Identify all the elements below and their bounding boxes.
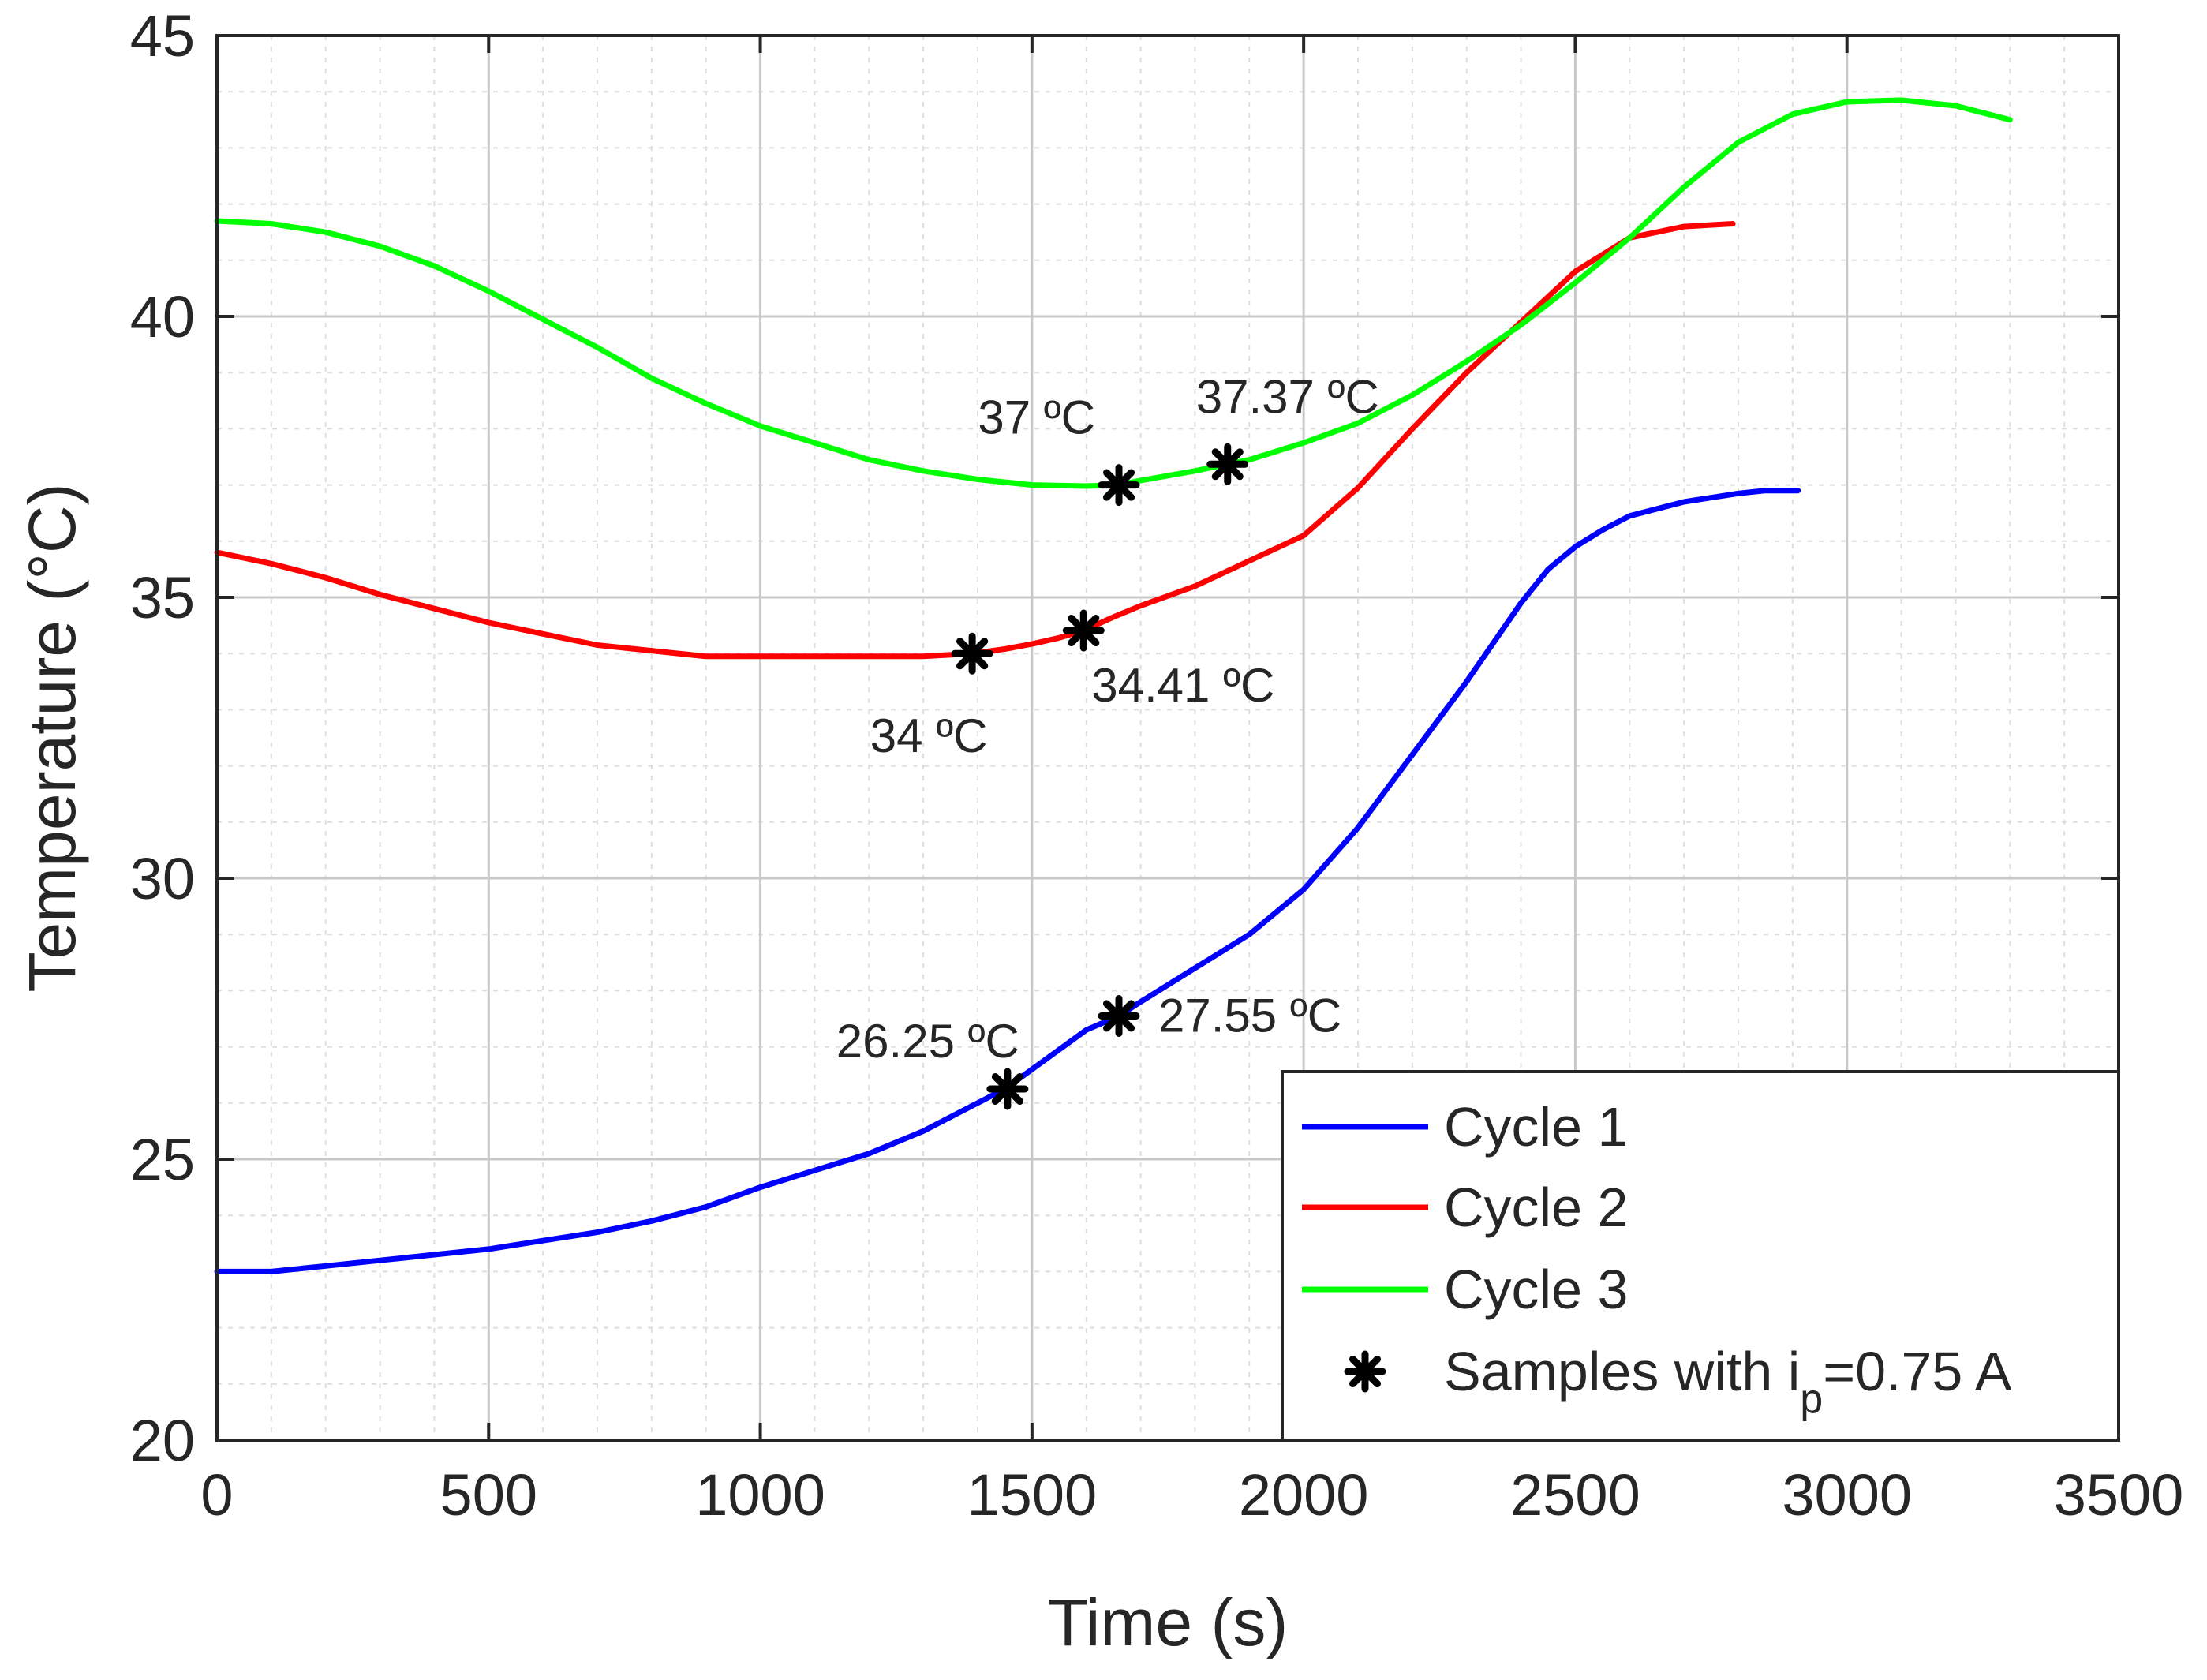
x-tick-label: 3500 <box>2054 1462 2184 1528</box>
legend-label-cycle-3: Cycle 3 <box>1444 1259 1628 1320</box>
legend-label-cycle-2: Cycle 2 <box>1444 1177 1628 1238</box>
y-tick-label: 25 <box>130 1127 195 1192</box>
legend-box <box>1281 1070 2120 1442</box>
sample-annotation: 26.25 ºC <box>836 1015 1019 1068</box>
x-tick-label: 3000 <box>1782 1462 1912 1528</box>
y-tick-label: 45 <box>130 3 195 69</box>
axes-box <box>215 34 2120 1442</box>
x-axis-label: Time (s) <box>1048 1585 1289 1659</box>
x-tick-label: 1500 <box>967 1462 1098 1528</box>
x-tick-label: 500 <box>440 1462 537 1528</box>
sample-annotation: 34 ºC <box>870 709 988 762</box>
x-tick-label: 0 <box>200 1462 233 1528</box>
sample-marker <box>986 1068 1029 1110</box>
y-tick-label: 35 <box>130 565 195 630</box>
x-tick-label: 2000 <box>1239 1462 1369 1528</box>
y-tick-label: 20 <box>130 1408 195 1473</box>
x-tick-label: 2500 <box>1510 1462 1640 1528</box>
legend-label-cycle-1: Cycle 1 <box>1444 1096 1628 1158</box>
y-tick-label: 40 <box>130 284 195 350</box>
sample-marker <box>1098 464 1140 507</box>
sample-annotation: 37 ºC <box>978 391 1095 444</box>
sample-marker <box>951 632 993 675</box>
sample-marker <box>1206 443 1249 485</box>
x-tick-label: 1000 <box>695 1462 825 1528</box>
series-line-cycle-1 <box>214 488 1801 1274</box>
legend-label-samples: Samples with ip=0.75 A <box>1444 1341 2012 1422</box>
series-line-cycle-2 <box>214 221 1736 660</box>
sample-marker <box>1062 609 1105 652</box>
y-tick-label: 30 <box>130 846 195 911</box>
legend: Cycle 1 Cycle 2 Cycle 3 Samples with ip=0.7… <box>1281 1070 2120 1442</box>
y-axis-label: Temperature (°C) <box>15 483 89 992</box>
sample-annotation: 34.41 ºC <box>1091 659 1274 712</box>
sample-annotation: 27.55 ºC <box>1158 989 1341 1042</box>
sample-marker <box>1098 994 1140 1037</box>
legend-swatch-samples <box>1344 1350 1386 1393</box>
sample-annotation: 37.37 ºC <box>1196 370 1379 423</box>
